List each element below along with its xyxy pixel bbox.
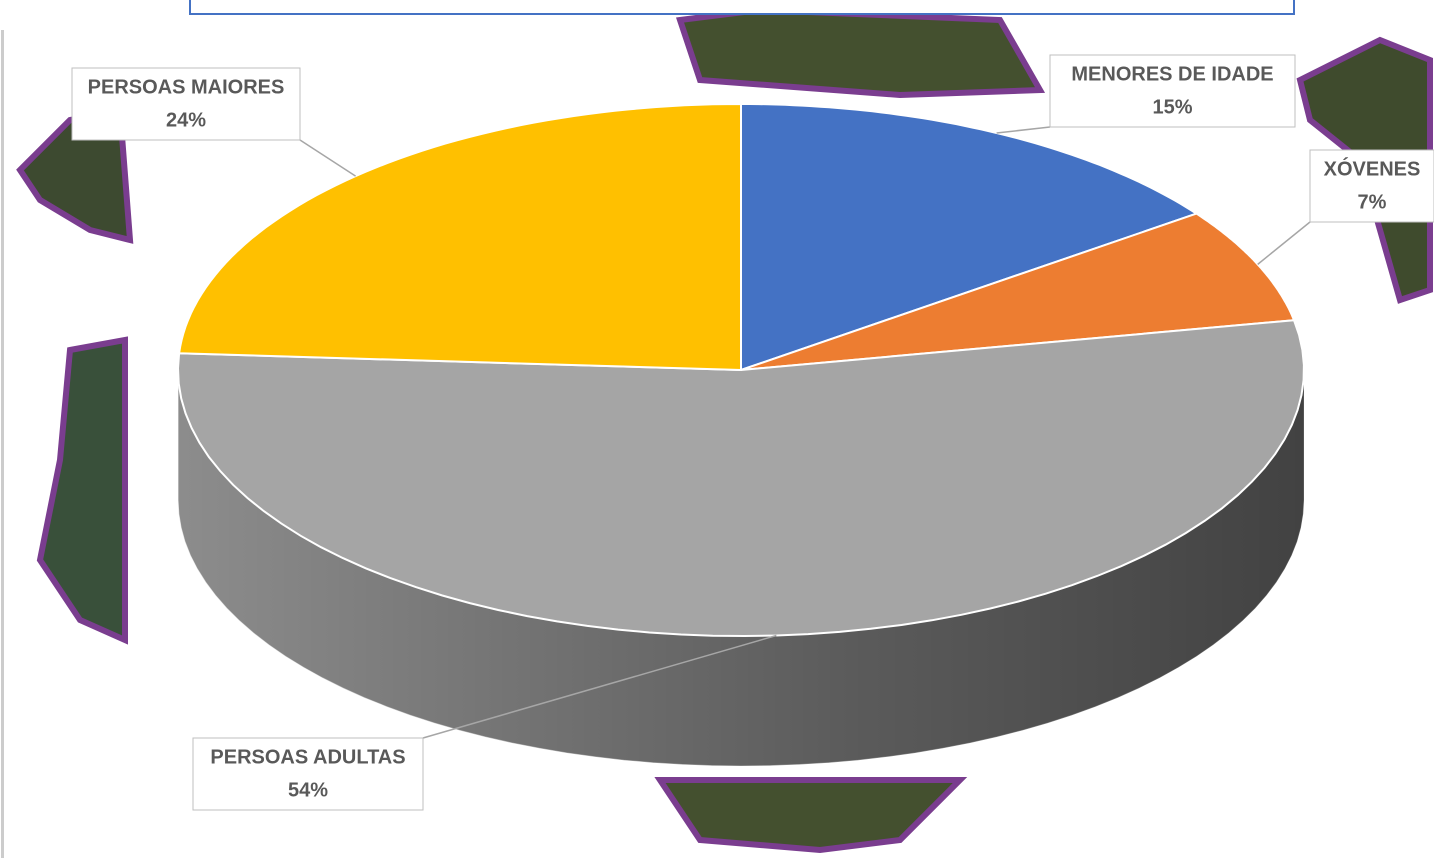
leader-line (422, 634, 777, 739)
leader-line (996, 126, 1051, 134)
pie-slice (177, 102, 742, 372)
label-name: XÓVENES (1324, 156, 1421, 180)
label-value: 54% (288, 779, 328, 801)
label-name: PERSOAS ADULTAS (210, 746, 405, 768)
pie (176, 102, 1305, 767)
label-box (1309, 149, 1434, 223)
label-box (71, 67, 301, 141)
title-box (189, 0, 1295, 15)
label-box (1049, 54, 1296, 128)
leader-line (1257, 221, 1311, 265)
pie-slice (176, 319, 1305, 638)
pie-slice (740, 212, 1296, 371)
label-name: PERSOAS MAIORES (88, 76, 285, 98)
label-value: 24% (166, 109, 206, 131)
label-value: 15% (1152, 96, 1192, 118)
label-value: 7% (1358, 191, 1387, 213)
pie-side-shade (178, 370, 1304, 766)
label-name: MENORES DE IDADE (1071, 63, 1273, 85)
leader-line (299, 139, 357, 177)
labels: MENORES DE IDADE 15% XÓVENES 7% PERSOAS ADUL… (71, 54, 1434, 811)
label-box (192, 737, 424, 811)
